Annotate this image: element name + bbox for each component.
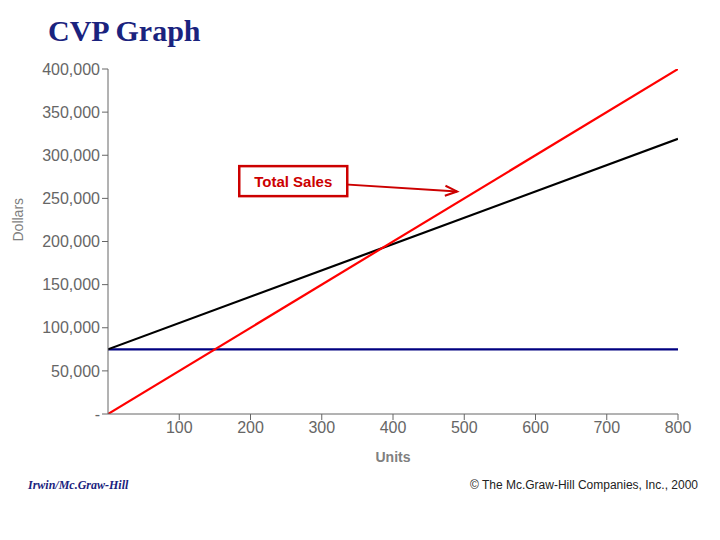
svg-text:350,000: 350,000 [42, 104, 100, 121]
svg-text:200,000: 200,000 [42, 233, 100, 250]
svg-text:Units: Units [376, 449, 411, 465]
html-text:CVP Graph: CVP Graph [48, 14, 201, 47]
svg-text:500: 500 [451, 419, 478, 436]
html-text:© The Mc.Graw-Hill Companies,: © The Mc.Graw-Hill Companies, Inc., 2000 [470, 478, 698, 492]
svg-text:50,000: 50,000 [51, 363, 100, 380]
svg-text:600: 600 [522, 419, 549, 436]
svg-text:150,000: 150,000 [42, 276, 100, 293]
svg-text:700: 700 [593, 419, 620, 436]
svg-text:300,000: 300,000 [42, 147, 100, 164]
svg-text:400,000: 400,000 [42, 61, 100, 78]
html-text:Irwin/Mc.Graw-Hill: Irwin/Mc.Graw-Hill [28, 478, 129, 492]
svg-text:Dollars: Dollars [10, 198, 26, 242]
svg-text:200: 200 [237, 419, 264, 436]
svg-text:250,000: 250,000 [42, 190, 100, 207]
svg-text:300: 300 [308, 419, 335, 436]
svg-text:100: 100 [166, 419, 193, 436]
svg-text:Total Sales: Total Sales [254, 173, 332, 190]
svg-text:-: - [95, 406, 100, 423]
svg-text:400: 400 [380, 419, 407, 436]
svg-text:100,000: 100,000 [42, 319, 100, 336]
svg-text:800: 800 [665, 419, 692, 436]
